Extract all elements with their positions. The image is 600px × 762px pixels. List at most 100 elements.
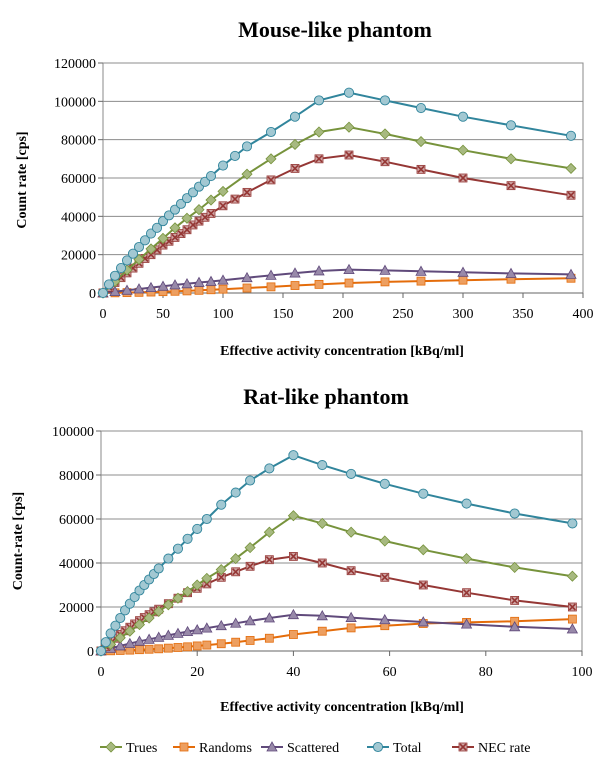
- legend-marker-scattered: [266, 741, 278, 752]
- point-randoms: [154, 644, 164, 654]
- point-total: [110, 620, 121, 631]
- point-nec-rate-cross: [232, 568, 240, 576]
- point-randoms: [567, 614, 577, 624]
- point-trues: [509, 561, 521, 573]
- point-total: [192, 523, 203, 534]
- point-nec-rate-cross: [511, 596, 519, 604]
- x-tick-label: 0: [98, 665, 105, 680]
- point-nec-rate-cross: [243, 188, 251, 196]
- y-tick-label: 0: [87, 645, 94, 660]
- point-trues: [343, 121, 355, 133]
- point-total: [418, 488, 429, 499]
- point-trues: [182, 586, 194, 598]
- legend-marker-nec-rate-cross: [459, 743, 467, 751]
- point-total: [115, 612, 126, 624]
- point-total: [230, 487, 241, 498]
- y-tick-label: 60000: [61, 172, 96, 187]
- x-tick-label: 250: [393, 307, 414, 322]
- point-total: [187, 187, 199, 198]
- legend-label-nec-rate: NEC rate: [478, 741, 530, 756]
- point-total: [457, 111, 469, 122]
- point-scattered: [505, 267, 517, 278]
- x-tick-label: 400: [573, 307, 594, 322]
- point-nec-rate-cross: [568, 603, 576, 611]
- point-scattered: [215, 619, 227, 631]
- point-trues: [460, 553, 473, 565]
- x-tick-label: 40: [286, 665, 300, 680]
- point-total: [217, 160, 229, 171]
- point-total: [245, 475, 256, 486]
- point-total: [567, 518, 578, 529]
- point-nec-rate-cross: [417, 165, 425, 173]
- point-total: [175, 198, 187, 209]
- point-scattered: [181, 625, 194, 637]
- point-total: [151, 222, 163, 233]
- point-randoms: [458, 275, 468, 285]
- point-trues: [345, 526, 357, 538]
- point-nec-rate-cross: [381, 158, 389, 166]
- x-tick-label: 100: [572, 665, 593, 680]
- point-nec-rate-cross: [231, 195, 239, 203]
- point-total: [163, 553, 174, 564]
- point-randoms: [380, 277, 390, 287]
- point-nec-rate-cross: [459, 174, 467, 182]
- legend-label-scattered: Scattered: [287, 741, 339, 756]
- point-trues: [172, 592, 184, 604]
- point-trues: [265, 153, 277, 165]
- point-scattered: [230, 617, 242, 628]
- point-scattered: [114, 640, 126, 651]
- legend-label-total: Total: [393, 741, 422, 756]
- point-scattered: [153, 631, 165, 642]
- point-total: [115, 263, 127, 274]
- plot-area: [100, 430, 583, 652]
- point-total: [505, 120, 517, 131]
- point-scattered: [415, 265, 427, 276]
- point-scattered: [191, 624, 203, 635]
- point-total: [264, 463, 275, 474]
- point-total: [153, 563, 164, 574]
- point-total: [317, 460, 328, 471]
- point-scattered: [241, 271, 253, 283]
- point-total: [461, 498, 472, 509]
- legend: Trues Randoms Scattered Total NEC rate: [100, 741, 530, 756]
- point-nec-rate-cross: [289, 552, 297, 560]
- point-scattered: [263, 612, 276, 623]
- point-scattered: [379, 264, 391, 275]
- point-scattered: [145, 281, 157, 293]
- point-nec-rate-cross: [246, 562, 254, 570]
- point-scattered: [313, 265, 325, 276]
- legend-marker-randoms: [179, 742, 189, 752]
- point-total: [121, 255, 133, 266]
- rat-phantom-chart: Rat-like phantom Effective activity conc…: [11, 384, 593, 715]
- point-trues: [379, 128, 391, 140]
- point-nec-rate-cross: [347, 567, 355, 575]
- point-randoms: [194, 285, 204, 295]
- y-tick-label: 120000: [54, 57, 96, 72]
- point-trues: [244, 542, 256, 554]
- legend-marker-trues: [105, 741, 117, 753]
- point-scattered: [316, 609, 328, 621]
- point-nec-rate-cross: [419, 581, 427, 589]
- point-randoms: [288, 630, 298, 639]
- point-total: [127, 248, 139, 259]
- point-trues: [289, 138, 301, 151]
- point-total: [109, 270, 121, 281]
- point-trues: [193, 204, 205, 216]
- x-tick-label: 20: [190, 665, 204, 680]
- point-total: [216, 499, 227, 510]
- point-scattered: [265, 269, 277, 280]
- point-total: [182, 533, 193, 544]
- point-nec-rate-cross: [291, 164, 299, 172]
- point-randoms: [344, 278, 354, 288]
- point-randoms: [317, 626, 327, 636]
- point-randoms: [245, 636, 255, 645]
- point-total: [205, 171, 217, 182]
- point-trues: [241, 168, 253, 180]
- point-nec-rate-cross: [462, 589, 471, 597]
- x-axis-label: Effective activity concentration [kBq/ml…: [220, 700, 464, 715]
- point-scattered: [457, 266, 469, 277]
- point-total: [199, 176, 211, 187]
- point-total: [201, 513, 212, 525]
- point-nec-rate-cross: [507, 182, 515, 190]
- point-randoms: [346, 623, 356, 633]
